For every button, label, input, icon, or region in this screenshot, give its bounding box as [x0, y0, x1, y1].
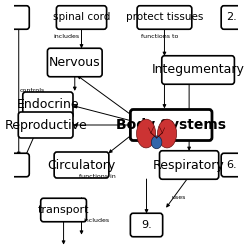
Text: uses: uses	[171, 195, 186, 200]
FancyBboxPatch shape	[130, 213, 163, 237]
Ellipse shape	[151, 136, 162, 149]
Text: protect tissues: protect tissues	[126, 12, 203, 22]
Text: functions in: functions in	[79, 174, 116, 179]
FancyBboxPatch shape	[48, 48, 102, 77]
Text: Reproductive: Reproductive	[4, 118, 87, 132]
Text: Body Systems: Body Systems	[116, 118, 226, 132]
Text: Integumentary: Integumentary	[152, 64, 244, 76]
Text: Endocrine: Endocrine	[16, 98, 79, 112]
FancyBboxPatch shape	[221, 6, 242, 29]
Text: transport: transport	[38, 205, 89, 215]
FancyBboxPatch shape	[56, 6, 106, 29]
Text: Nervous: Nervous	[49, 56, 100, 69]
FancyBboxPatch shape	[137, 6, 192, 29]
Text: 9.: 9.	[141, 220, 152, 230]
Text: functions to: functions to	[141, 34, 178, 39]
Text: 6.: 6.	[226, 160, 237, 170]
Text: includes: includes	[84, 218, 110, 222]
FancyBboxPatch shape	[130, 110, 212, 140]
FancyBboxPatch shape	[23, 92, 73, 118]
FancyBboxPatch shape	[54, 152, 109, 178]
FancyBboxPatch shape	[8, 153, 29, 177]
Text: 2.: 2.	[226, 12, 237, 22]
FancyBboxPatch shape	[41, 198, 86, 222]
Ellipse shape	[136, 119, 156, 148]
Text: includes: includes	[54, 34, 80, 39]
FancyBboxPatch shape	[162, 56, 234, 84]
FancyBboxPatch shape	[160, 151, 219, 179]
FancyBboxPatch shape	[8, 6, 29, 29]
Ellipse shape	[158, 119, 176, 148]
FancyBboxPatch shape	[221, 153, 242, 177]
Text: Circulatory: Circulatory	[48, 158, 116, 172]
Text: controls: controls	[20, 88, 45, 92]
FancyBboxPatch shape	[18, 112, 73, 138]
Text: spinal cord: spinal cord	[53, 12, 110, 22]
Text: Respiratory: Respiratory	[153, 158, 225, 172]
